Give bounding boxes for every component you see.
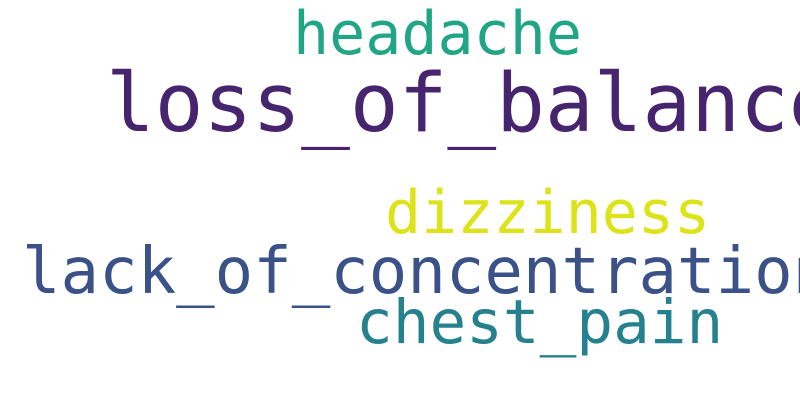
word-headache: headache [293,0,582,69]
word-lack-of-concentration: lack_of_concentration [22,235,800,309]
word-loss-of-balance: loss_of_balance [106,57,800,151]
word-chest-pain: chest_pain [356,287,724,358]
word-dizziness: dizziness [385,178,711,248]
